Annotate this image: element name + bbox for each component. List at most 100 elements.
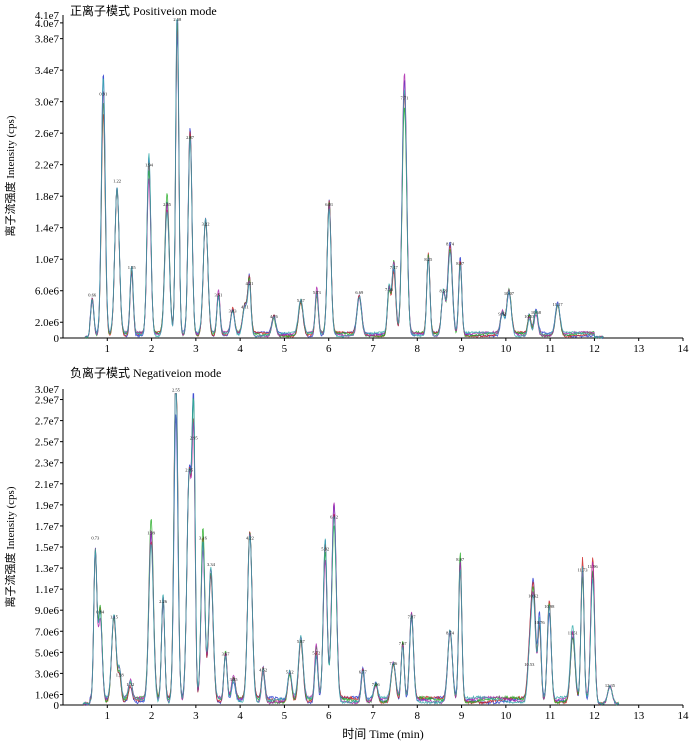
peak-label: 8.97 <box>456 557 465 562</box>
peak-label: 1.15 <box>110 615 119 620</box>
x-tick-label: 6 <box>326 343 332 355</box>
peak-label: 2.26 <box>159 599 168 604</box>
y-tick-label: 4.1e7 <box>35 10 60 22</box>
peak-label: 6.69 <box>355 290 364 295</box>
peak-label: 4.76 <box>270 314 279 319</box>
x-axis-label: 时间 Time (min) <box>342 727 424 741</box>
y-tick-label: 1.3e7 <box>35 563 60 575</box>
peak-label: 5.72 <box>312 651 320 656</box>
y-tick-label: 2.6e7 <box>35 128 60 140</box>
y-tick-label: 1.8e7 <box>35 191 60 203</box>
y-tick-label: 1.0e7 <box>35 254 60 266</box>
peak-label: 8.97 <box>456 261 465 266</box>
peak-label: 5.37 <box>297 298 306 303</box>
y-axis-label: 离子流强度 Intensity (cps) <box>3 486 17 607</box>
peak-label: 2.87 <box>186 135 195 140</box>
x-tick-label: 1 <box>105 710 111 722</box>
y-axis-label: 离子流强度 Intensity (cps) <box>3 115 17 236</box>
peak-label: 10.62 <box>528 594 538 599</box>
y-tick-label: 1.7e7 <box>35 521 60 533</box>
peak-label: 7.46 <box>389 661 398 666</box>
x-tick-label: 9 <box>459 710 465 722</box>
peak-label: 0.66 <box>88 293 97 298</box>
peak-label: 5.92 <box>321 546 329 551</box>
y-tick-label: 9.0e6 <box>35 605 60 617</box>
peak-label: 10.53 <box>524 314 535 319</box>
peak-label: 1.99 <box>147 530 156 535</box>
series-trace <box>82 393 620 706</box>
peak-label: 4.11 <box>241 304 249 309</box>
peak-label: 10.76 <box>534 620 545 625</box>
peak-label: 10.07 <box>504 291 515 296</box>
peak-label: 12.35 <box>605 683 616 688</box>
peak-label: 2.85 <box>185 467 194 472</box>
y-tick-label: 2.2e7 <box>35 160 60 172</box>
peak-label: 6.01 <box>325 202 333 207</box>
peak-label: 2.35 <box>163 202 172 207</box>
peak-label: 1.28 <box>116 673 125 678</box>
series-trace <box>84 19 604 339</box>
peak-label: 6.77 <box>359 670 368 675</box>
y-tick-label: 3.0e7 <box>35 384 60 396</box>
x-tick-label: 4 <box>237 710 243 722</box>
y-tick-label: 2.1e7 <box>35 479 60 491</box>
peak-label: 4.22 <box>246 536 254 541</box>
x-tick-label: 13 <box>633 343 645 355</box>
peak-label: 4.52 <box>259 667 267 672</box>
peak-label: 8.74 <box>446 241 455 246</box>
y-tick-label: 2.9e7 <box>35 395 60 407</box>
series-trace <box>84 19 604 339</box>
y-tick-label: 3.0e7 <box>35 97 60 109</box>
peak-label: 0.84 <box>96 609 105 614</box>
x-tick-label: 4 <box>237 343 243 355</box>
series-trace <box>84 19 604 339</box>
y-tick-label: 2.3e7 <box>35 458 60 470</box>
x-tick-label: 6 <box>326 710 332 722</box>
peak-label: 10.98 <box>544 604 555 609</box>
y-tick-label: 3.4e7 <box>35 65 60 77</box>
peak-label: 7.87 <box>408 615 417 620</box>
peak-label: 6.12 <box>330 515 338 520</box>
y-tick-label: 6.0e6 <box>35 286 60 298</box>
chart-title: 正离子模式 Positiveion mode <box>70 3 217 18</box>
peak-label: 7.47 <box>390 265 399 270</box>
x-tick-label: 14 <box>678 710 690 722</box>
peak-label: 3.85 <box>230 677 239 682</box>
peak-label: 8.59 <box>439 289 448 294</box>
y-tick-label: 1.9e7 <box>35 500 60 512</box>
peak-label: 1.55 <box>128 265 137 270</box>
y-tick-label: 1.5e7 <box>35 542 60 554</box>
peak-label: 5.12 <box>286 670 294 675</box>
peak-label: 3.51 <box>215 293 223 298</box>
peak-label: 11.17 <box>553 302 564 307</box>
peak-label: 7.67 <box>399 641 408 646</box>
y-tick-label: 1.0e6 <box>35 689 60 701</box>
x-tick-label: 10 <box>500 710 512 722</box>
peak-label: 1.94 <box>145 163 154 168</box>
peak-label: 5.37 <box>297 639 306 644</box>
series-trace <box>82 393 620 706</box>
x-tick-label: 5 <box>282 710 288 722</box>
x-tick-label: 3 <box>193 343 199 355</box>
peak-label: 10.68 <box>531 310 542 315</box>
peak-label: 2.58 <box>173 17 182 22</box>
peak-label: 0.91 <box>99 92 107 97</box>
y-tick-label: 0 <box>54 700 60 712</box>
series-trace <box>82 393 619 706</box>
peak-label: 3.22 <box>202 222 210 227</box>
y-tick-label: 3.0e6 <box>35 668 60 680</box>
y-tick-label: 1.1e7 <box>35 584 60 596</box>
x-tick-label: 7 <box>370 343 376 355</box>
x-tick-label: 11 <box>545 343 556 355</box>
x-tick-label: 5 <box>282 343 288 355</box>
peak-label: 7.06 <box>372 682 381 687</box>
x-tick-label: 2 <box>149 710 155 722</box>
x-tick-label: 2 <box>149 343 155 355</box>
peak-label: 4.21 <box>246 281 254 286</box>
peak-label: 9.92 <box>498 312 506 317</box>
y-tick-label: 0 <box>54 333 60 345</box>
x-tick-label: 3 <box>193 710 199 722</box>
y-tick-label: 2.5e7 <box>35 437 60 449</box>
y-tick-label: 3.8e7 <box>35 34 60 46</box>
